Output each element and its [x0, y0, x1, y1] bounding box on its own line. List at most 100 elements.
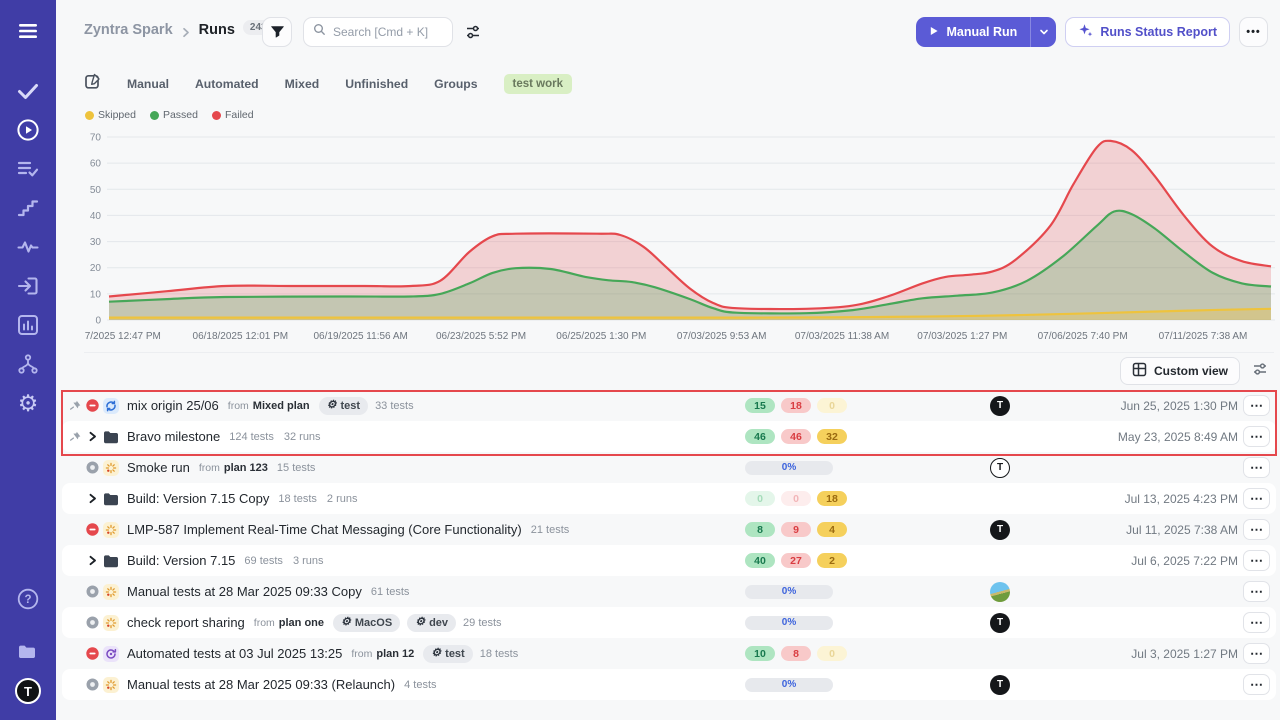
count-green-badge: 46 [745, 429, 775, 444]
expand-chevron-icon[interactable] [86, 430, 99, 443]
run-title[interactable]: Bravo milestone [127, 429, 221, 444]
progress-bar: 0% [745, 584, 833, 599]
test-cases-check-icon[interactable] [16, 79, 40, 103]
expand-chevron-icon[interactable] [86, 492, 99, 505]
run-row[interactable]: mix origin 25/06 from Mixed plan ⚙ test 33 te… [62, 390, 1276, 421]
milestones-steps-icon[interactable] [16, 196, 40, 220]
run-row[interactable]: Build: Version 7.15 Copy 18 tests 2 runs 0 0… [62, 483, 1276, 514]
run-title[interactable]: Manual tests at 28 Mar 2025 09:33 Copy [127, 584, 362, 599]
reports-bar-chart-icon[interactable] [16, 313, 40, 337]
progress-bar: 0% [745, 677, 833, 692]
run-title[interactable]: check report sharing [127, 615, 245, 630]
row-menu-button[interactable]: ⋯ [1243, 426, 1270, 447]
plan-name[interactable]: plan one [278, 616, 325, 629]
workspace-logo[interactable]: T [15, 678, 41, 704]
runs-board-icon[interactable] [84, 73, 101, 95]
tab-mixed[interactable]: Mixed [284, 77, 320, 91]
row-menu-button[interactable]: ⋯ [1243, 519, 1270, 540]
pin-placeholder [70, 591, 81, 593]
activity-pulse-icon[interactable] [16, 235, 40, 259]
plan-name[interactable]: Mixed plan [252, 399, 310, 412]
test-plans-list-icon[interactable] [16, 157, 40, 181]
tests-count: 21 tests [530, 523, 570, 536]
chart-x-axis-labels: 17/2025 12:47 PM 06/18/2025 12:01 PM 06/19… [85, 331, 1275, 345]
avatar [990, 581, 1010, 602]
table-view-icon [1132, 362, 1147, 380]
settings-gear-icon[interactable]: ⚙ [17, 389, 39, 416]
search-box[interactable] [303, 17, 453, 47]
projects-folder-icon[interactable] [16, 640, 40, 664]
run-title[interactable]: Build: Version 7.15 Copy [127, 491, 270, 506]
status-neutral-icon [86, 585, 99, 598]
menu-icon[interactable] [16, 19, 40, 43]
run-title[interactable]: Build: Version 7.15 [127, 553, 236, 568]
runs-play-circle-icon[interactable] [16, 118, 40, 142]
manual-run-dropdown[interactable] [1030, 17, 1056, 47]
traceability-branch-icon[interactable] [16, 352, 40, 376]
row-menu-button[interactable]: ⋯ [1243, 643, 1270, 664]
row-menu-button[interactable]: ⋯ [1243, 581, 1270, 602]
row-menu-button[interactable]: ⋯ [1243, 674, 1270, 695]
run-title[interactable]: LMP-587 Implement Real-Time Chat Messagi… [127, 522, 522, 537]
requirements-signin-icon[interactable] [16, 274, 40, 298]
svg-text:10: 10 [90, 289, 102, 300]
run-row[interactable]: Manual tests at 28 Mar 2025 09:33 (Relau… [62, 669, 1276, 700]
plan-name[interactable]: plan 123 [223, 461, 268, 474]
run-row[interactable]: Manual tests at 28 Mar 2025 09:33 Copy 61… [62, 576, 1276, 607]
folder-icon [103, 492, 119, 506]
tab-manual[interactable]: Manual [127, 77, 169, 91]
filter-button[interactable] [262, 17, 292, 47]
svg-text:30: 30 [90, 237, 102, 248]
play-icon [929, 25, 939, 39]
row-menu-button[interactable]: ⋯ [1243, 457, 1270, 478]
run-title[interactable]: Smoke run [127, 460, 190, 475]
header-more-button[interactable]: ••• [1239, 17, 1268, 47]
pin-placeholder [70, 622, 81, 624]
run-title[interactable]: Manual tests at 28 Mar 2025 09:33 (Relau… [127, 677, 396, 692]
row-menu-button[interactable]: ⋯ [1243, 550, 1270, 571]
expand-chevron-icon[interactable] [86, 554, 99, 567]
pin-icon[interactable] [69, 399, 81, 411]
run-date: Jul 11, 2025 7:38 AM [1126, 522, 1238, 537]
x-tick-label: 07/11/2025 7:38 AM [1158, 331, 1248, 342]
plan-name[interactable]: plan 12 [376, 647, 415, 660]
manual-run-split-button[interactable]: Manual Run [916, 17, 1057, 47]
main-content: Zyntra Spark Runs 243 Manual Run [56, 0, 1280, 720]
progress-bar: 0% [745, 460, 833, 475]
runs-status-report-button[interactable]: Runs Status Report [1065, 17, 1230, 47]
x-tick-label: 06/23/2025 5:52 PM [435, 331, 527, 342]
breadcrumb-page: Runs [198, 22, 235, 38]
pin-icon[interactable] [69, 430, 81, 442]
search-input[interactable] [333, 25, 443, 39]
tests-count: 15 tests [276, 461, 316, 474]
tab-groups[interactable]: Groups [434, 77, 478, 91]
list-settings-icon[interactable] [1252, 361, 1268, 382]
row-menu-button[interactable]: ⋯ [1243, 395, 1270, 416]
run-type-manual-icon [103, 521, 119, 538]
run-row[interactable]: Automated tests at 03 Jul 2025 13:25 from… [62, 638, 1276, 669]
tab-automated[interactable]: Automated [194, 77, 259, 91]
custom-view-button[interactable]: Custom view [1119, 357, 1240, 385]
tab-unfinished[interactable]: Unfinished [345, 77, 409, 91]
tab-test-work[interactable]: test work [503, 74, 572, 94]
run-type-mixed-icon [103, 397, 119, 414]
run-date: Jul 3, 2025 1:27 PM [1131, 646, 1238, 661]
count-yellow-badge: 18 [817, 491, 847, 506]
run-row[interactable]: check report sharing from plan one ⚙ MacOS ⚙ d… [62, 607, 1276, 638]
help-icon[interactable]: ? [16, 587, 40, 611]
run-row[interactable]: Smoke run from plan 123 15 tests 0% T ⋯ [62, 452, 1276, 483]
breadcrumb-project[interactable]: Zyntra Spark [84, 22, 173, 38]
run-row[interactable]: Build: Version 7.15 69 tests 3 runs 40 27 2 Ju… [62, 545, 1276, 576]
run-title[interactable]: Automated tests at 03 Jul 2025 13:25 [127, 646, 343, 661]
run-row[interactable]: LMP-587 Implement Real-Time Chat Messagi… [62, 514, 1276, 545]
row-menu-button[interactable]: ⋯ [1243, 612, 1270, 633]
status-blocked-icon [86, 523, 99, 536]
run-title[interactable]: mix origin 25/06 [127, 398, 219, 413]
run-row[interactable]: Bravo milestone 124 tests 32 runs 46 46 32 May… [62, 421, 1276, 452]
manual-run-label: Manual Run [946, 25, 1018, 39]
env-badge: ⚙ MacOS [333, 613, 401, 632]
from-label: from [198, 461, 220, 474]
search-settings-icon[interactable] [465, 24, 481, 45]
svg-text:0: 0 [95, 316, 101, 327]
row-menu-button[interactable]: ⋯ [1243, 488, 1270, 509]
